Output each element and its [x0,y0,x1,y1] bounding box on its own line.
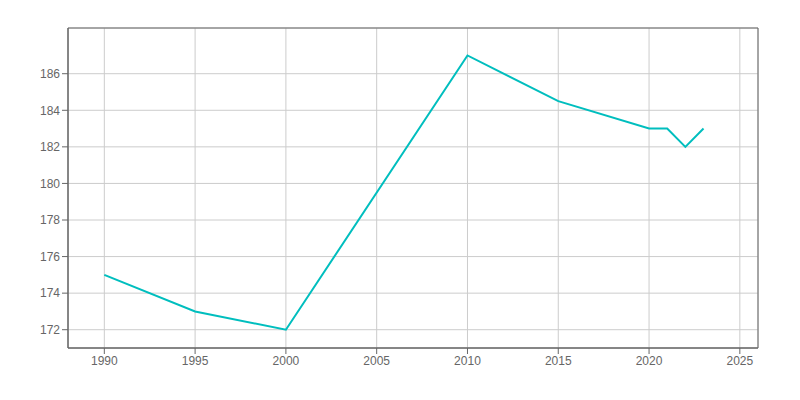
svg-text:2025: 2025 [726,354,753,368]
svg-text:1990: 1990 [91,354,118,368]
svg-text:2015: 2015 [545,354,572,368]
svg-text:182: 182 [40,140,60,154]
svg-text:176: 176 [40,250,60,264]
svg-text:2000: 2000 [273,354,300,368]
svg-text:2020: 2020 [636,354,663,368]
svg-text:178: 178 [40,213,60,227]
svg-text:1995: 1995 [182,354,209,368]
svg-text:174: 174 [40,286,60,300]
svg-text:172: 172 [40,323,60,337]
svg-text:184: 184 [40,104,60,118]
svg-text:180: 180 [40,177,60,191]
svg-text:186: 186 [40,67,60,81]
svg-text:2010: 2010 [454,354,481,368]
svg-text:2005: 2005 [363,354,390,368]
